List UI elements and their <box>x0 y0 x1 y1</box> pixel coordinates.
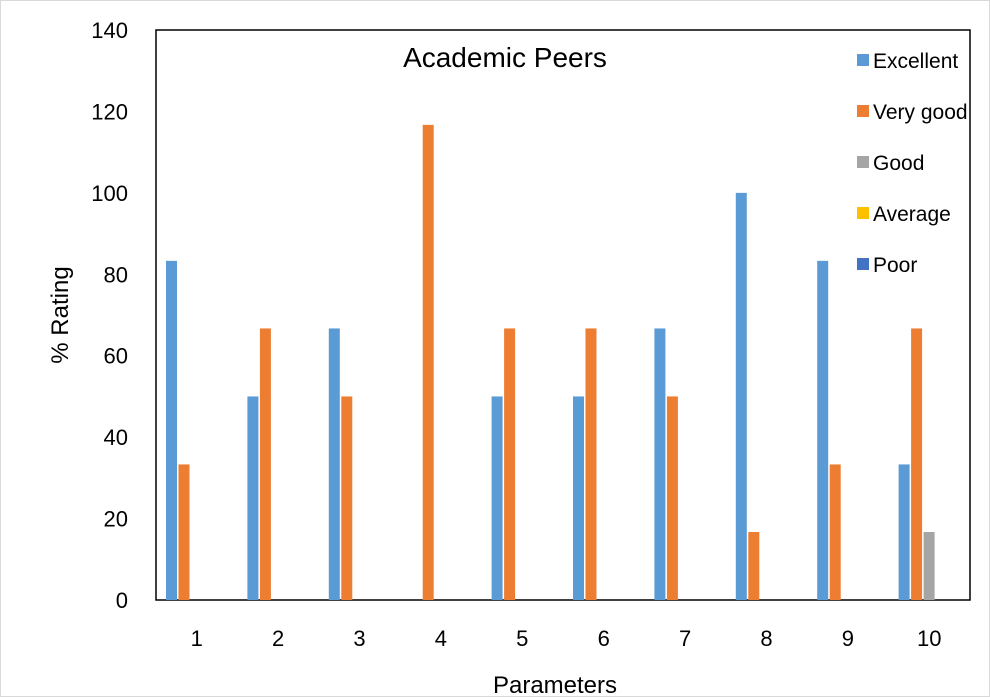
x-tick-label: 6 <box>598 626 610 651</box>
x-tick-label: 10 <box>917 626 941 651</box>
bar-series-group <box>166 124 935 600</box>
bar-very-good <box>748 532 760 600</box>
legend-label: Very good <box>873 101 968 124</box>
legend-label: Good <box>873 152 924 175</box>
chart-title: Academic Peers <box>403 42 607 73</box>
bar-very-good <box>504 328 516 600</box>
x-tick-label: 9 <box>842 626 854 651</box>
legend-label: Average <box>873 203 951 226</box>
legend-swatch <box>857 207 869 219</box>
legend-label: Poor <box>873 254 917 277</box>
bar-very-good <box>911 328 923 600</box>
bar-excellent <box>328 328 340 600</box>
bar-very-good <box>178 464 190 600</box>
bar-excellent <box>166 260 177 600</box>
y-tick-label: 40 <box>104 425 128 450</box>
x-tick-label: 2 <box>272 626 284 651</box>
bar-excellent <box>491 396 503 600</box>
x-tick-label: 7 <box>679 626 691 651</box>
legend-swatch <box>857 258 869 270</box>
legend-swatch <box>857 156 869 168</box>
y-tick-label: 0 <box>116 588 128 613</box>
x-tick-label: 1 <box>191 626 203 651</box>
x-axis-title: Parameters <box>493 672 617 697</box>
legend-swatch <box>857 105 869 117</box>
bar-excellent <box>654 328 666 600</box>
bar-very-good <box>341 396 353 600</box>
bar-very-good <box>666 396 678 600</box>
x-tick-label: 5 <box>516 626 528 651</box>
x-tick-label: 4 <box>435 626 447 651</box>
y-tick-label: 140 <box>91 18 128 43</box>
y-tick-label: 100 <box>91 181 128 206</box>
plot-area <box>155 29 971 601</box>
bar-very-good <box>585 328 597 600</box>
x-tick-label: 8 <box>760 626 772 651</box>
legend-swatch <box>857 54 869 66</box>
y-tick-label: 120 <box>91 99 128 124</box>
x-axis-ticks: 1 2 3 4 5 6 7 8 9 10 <box>191 626 942 651</box>
bar-good <box>923 532 935 600</box>
y-tick-label: 80 <box>104 262 128 287</box>
bar-excellent <box>817 260 829 600</box>
bar-excellent <box>247 396 259 600</box>
bar-very-good <box>259 328 271 600</box>
bar-excellent <box>573 396 584 600</box>
bar-excellent <box>898 464 910 600</box>
bar-very-good <box>829 464 841 600</box>
legend: Excellent Very good Good Average Poor <box>857 50 968 277</box>
x-tick-label: 3 <box>353 626 365 651</box>
y-axis-title: % Rating <box>47 266 74 363</box>
y-axis-ticks: 0 20 40 60 80 100 120 140 <box>91 18 128 613</box>
bar-very-good <box>422 124 434 600</box>
bar-excellent <box>735 192 747 600</box>
y-tick-label: 60 <box>104 344 128 369</box>
y-tick-label: 20 <box>104 507 128 532</box>
legend-label: Excellent <box>873 50 958 73</box>
